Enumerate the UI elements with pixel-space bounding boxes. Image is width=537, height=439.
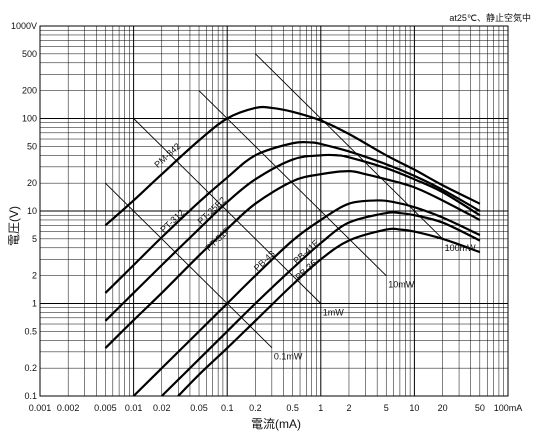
power-line-labels: 100mW 10mW 1mW 0.1mW bbox=[274, 243, 476, 362]
y-tick-label: 1 bbox=[32, 299, 37, 309]
x-tick-label: 0.05 bbox=[190, 403, 208, 413]
y-tick-label: 200 bbox=[22, 86, 37, 96]
power-line bbox=[198, 90, 387, 276]
x-tick-label: 0.5 bbox=[286, 403, 299, 413]
y-tick-label: 5 bbox=[32, 234, 37, 244]
x-tick-label: 0.02 bbox=[153, 403, 171, 413]
x-tick-label: 0.01 bbox=[125, 403, 143, 413]
y-tick-label: 1000V bbox=[11, 21, 37, 31]
x-tick-label: 50 bbox=[475, 403, 485, 413]
y-tick-label: 50 bbox=[27, 141, 37, 151]
plot-frame bbox=[39, 25, 509, 397]
curve-pb-36 bbox=[177, 227, 481, 397]
curve-pt-312 bbox=[104, 140, 481, 294]
power-line-label: 100mW bbox=[445, 243, 477, 253]
power-line-label: 10mW bbox=[388, 280, 415, 290]
power-line bbox=[255, 53, 443, 240]
x-tick-label: 0.1 bbox=[221, 403, 234, 413]
power-line bbox=[133, 118, 322, 304]
y-tick-label: 100 bbox=[22, 114, 37, 124]
x-tick-label: 1 bbox=[318, 403, 323, 413]
x-tick-label: 20 bbox=[438, 403, 448, 413]
curve-pb-41e bbox=[161, 211, 481, 397]
y-tick-labels: 0.1 0.2 0.5 1 2 5 10 20 50 100 200 500 1000V bbox=[11, 21, 37, 401]
x-tick-label: 0.002 bbox=[57, 403, 80, 413]
x-tick-label: 0.005 bbox=[94, 403, 117, 413]
curves bbox=[104, 105, 481, 397]
power-line-label: 0.1mW bbox=[274, 352, 303, 362]
y-tick-label: 20 bbox=[27, 178, 37, 188]
y-tick-label: 500 bbox=[22, 49, 37, 59]
x-tick-label: 100mA bbox=[494, 403, 523, 413]
x-axis-title: 電流(mA) bbox=[251, 417, 301, 431]
chart-note: at25℃、静止空気中 bbox=[449, 12, 531, 23]
y-tick-label: 0.2 bbox=[24, 363, 37, 373]
y-tick-label: 10 bbox=[27, 206, 37, 216]
y-axis-title: 電圧(V) bbox=[7, 206, 21, 246]
x-tick-label: 0.001 bbox=[29, 403, 52, 413]
x-tick-label: 5 bbox=[384, 403, 389, 413]
x-tick-label: 10 bbox=[409, 403, 419, 413]
y-tick-label: 0.5 bbox=[24, 326, 37, 336]
curve-pt-25e2 bbox=[104, 153, 481, 322]
x-tick-label: 2 bbox=[346, 403, 351, 413]
y-tick-label: 0.1 bbox=[24, 391, 37, 401]
curve-pb-43 bbox=[132, 199, 481, 397]
curve-pm-342 bbox=[104, 105, 481, 227]
y-tick-label: 2 bbox=[32, 271, 37, 281]
curve-pt-51f bbox=[104, 169, 481, 349]
power-line-label: 1mW bbox=[323, 308, 345, 318]
x-tick-labels: 0.001 0.002 0.005 0.01 0.02 0.05 0.1 0.2 0.5 1 2 5 1… bbox=[29, 403, 523, 413]
x-tick-label: 0.2 bbox=[249, 403, 262, 413]
